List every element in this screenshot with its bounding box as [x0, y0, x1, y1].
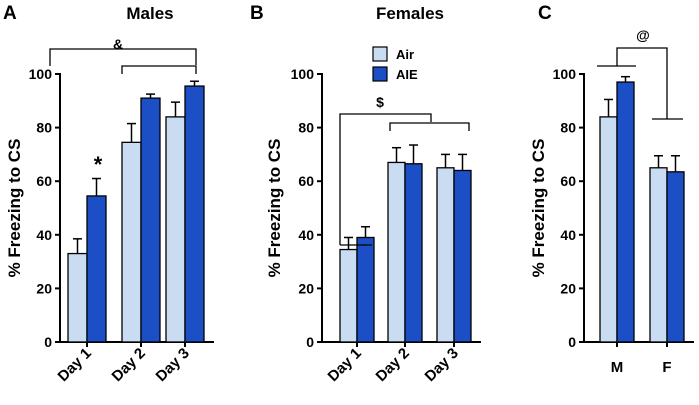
y-tick-label: 20 [298, 280, 314, 296]
bar-aie-day-3 [184, 85, 205, 343]
legend-swatch-aie [372, 66, 388, 82]
x-tick-label: Day 2 [109, 345, 149, 385]
bar-aie-day-2 [140, 97, 161, 343]
bar-aie-day-2 [404, 163, 423, 343]
y-tick-label: 40 [298, 227, 314, 243]
legend-label-aie: AIE [396, 67, 418, 82]
legend-label-air: Air [396, 47, 414, 62]
y-tick-label: 0 [568, 334, 576, 350]
significance-marker: & [113, 36, 123, 52]
significance-bracket [49, 48, 197, 66]
bar-aie-f [666, 171, 685, 343]
significance-marker: $ [376, 94, 384, 110]
y-tick-label: 0 [44, 334, 52, 350]
legend: Air AIE [372, 46, 418, 82]
y-tick-label: 60 [560, 173, 576, 189]
y-tick-label: 80 [560, 120, 576, 136]
x-tick-label: Day 3 [422, 345, 462, 385]
bar-air-day-2 [121, 141, 142, 343]
panel-a: A Males % Freezing to CS 0 20 40 60 80 100 Day 1 D… [3, 3, 214, 385]
x-tick-label: F [662, 359, 671, 376]
y-tick-label: 0 [306, 334, 314, 350]
y-tick-label: 80 [36, 120, 52, 136]
bar-air-m [599, 116, 618, 343]
bar-air-day-2 [387, 161, 406, 343]
y-tick-label: 60 [36, 173, 52, 189]
bar-air-day-1 [67, 252, 88, 343]
x-tick-label: Day 1 [325, 345, 365, 385]
significance-bracket [339, 113, 432, 245]
panel-letter: C [538, 3, 552, 24]
x-tick-label: Day 2 [373, 345, 413, 385]
bar-air-day-3 [165, 116, 186, 343]
y-axis-label: % Freezing to CS [529, 139, 548, 278]
significance-bracket [616, 47, 668, 119]
x-tick-label: Day 1 [55, 345, 95, 385]
panel-title: Males [126, 4, 173, 23]
y-tick-label: 20 [36, 280, 52, 296]
y-tick-label: 100 [553, 66, 577, 82]
panel-letter: B [250, 3, 264, 24]
y-tick-label: 80 [298, 120, 314, 136]
y-tick-label: 100 [29, 66, 53, 82]
x-tick-label: M [611, 359, 624, 376]
bar-aie-m [616, 81, 635, 343]
legend-swatch-air [372, 46, 388, 62]
y-tick-label: 60 [298, 173, 314, 189]
bar-aie-day-1 [86, 195, 107, 343]
sub-bracket [389, 122, 470, 131]
x-tick-label: Day 3 [153, 345, 193, 385]
bar-air-day-3 [436, 167, 455, 343]
significance-star: * [94, 152, 103, 177]
y-tick-label: 40 [36, 227, 52, 243]
panel-letter: A [3, 3, 17, 24]
sub-bracket [121, 65, 197, 74]
bar-aie-day-3 [453, 169, 472, 343]
y-tick-label: 20 [560, 280, 576, 296]
panel-b: B Females % Freezing to CS 0 20 40 60 80 100 Day … [250, 3, 481, 385]
significance-marker: @ [636, 27, 650, 43]
panel-c: C % Freezing to CS 0 20 40 60 80 100 M F @ [529, 3, 694, 376]
y-axis-label: % Freezing to CS [265, 139, 284, 278]
bar-air-f [649, 167, 668, 343]
y-tick-label: 40 [560, 227, 576, 243]
y-axis-label: % Freezing to CS [5, 139, 24, 278]
bar-aie-day-1 [356, 236, 375, 343]
y-tick-label: 100 [291, 66, 315, 82]
panel-title: Females [376, 4, 444, 23]
bar-air-day-1 [339, 248, 358, 343]
